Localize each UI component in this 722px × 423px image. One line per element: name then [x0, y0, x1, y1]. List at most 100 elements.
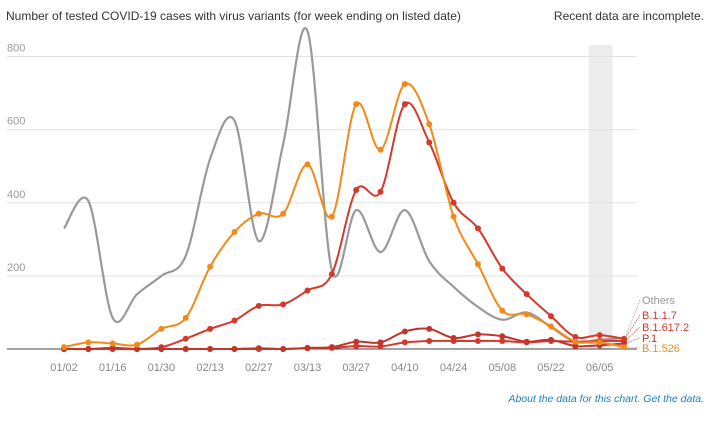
- data-point-b-1-1-7: [182, 335, 189, 342]
- data-point-b-1-1-7: [304, 287, 311, 294]
- y-tick-label: 800: [7, 43, 25, 55]
- data-point-b-1-526: [328, 213, 335, 220]
- legend-label: P.1: [642, 333, 657, 345]
- series-p-1: [61, 325, 628, 352]
- data-point-b-1-1-7: [474, 225, 481, 232]
- data-point-b-1-526: [572, 338, 579, 345]
- data-point-b-1-526: [401, 80, 408, 87]
- data-point-b-1-617-2: [474, 337, 481, 344]
- grid-lines: [7, 56, 637, 277]
- data-point-p-1: [85, 346, 92, 352]
- series-others: [63, 27, 625, 344]
- y-tick-label: 400: [7, 189, 25, 201]
- data-point-p-1: [304, 344, 311, 351]
- data-point-b-1-526: [231, 229, 238, 236]
- data-point-b-1-1-7: [207, 325, 214, 332]
- data-point-b-1-1-7: [377, 188, 384, 195]
- data-point-p-1: [426, 325, 433, 332]
- data-point-b-1-526: [499, 307, 506, 314]
- data-point-b-1-1-7: [401, 101, 408, 108]
- data-point-b-1-526: [304, 161, 311, 168]
- data-point-b-1-617-2: [499, 337, 506, 344]
- incomplete-data-band: [588, 45, 613, 349]
- series-b-1-1-7: [61, 101, 628, 352]
- legend: Others B.1.1.7B.1.617.2P.1B.1.526: [624, 295, 689, 355]
- data-point-p-1: [572, 343, 579, 350]
- data-point-b-1-526: [377, 146, 384, 153]
- data-point-p-1: [474, 331, 481, 338]
- x-tick-label: 05/22: [537, 362, 565, 374]
- footer-links: About the data for this chart. Get the d…: [508, 393, 704, 405]
- x-tick-label: 03/13: [294, 362, 322, 374]
- series-line-others: [63, 27, 625, 344]
- data-point-p-1: [207, 346, 214, 352]
- x-tick-label: 03/27: [342, 362, 370, 374]
- data-point-b-1-526: [474, 261, 481, 268]
- legend-leader-line: [624, 326, 641, 342]
- data-point-b-1-1-7: [523, 291, 530, 298]
- data-point-p-1: [109, 344, 116, 351]
- y-tick-label: 600: [7, 116, 25, 128]
- x-tick-label: 01/02: [50, 362, 78, 374]
- data-point-b-1-526: [450, 213, 457, 220]
- get-data-link[interactable]: Get the data.: [643, 393, 704, 405]
- legend-label: B.1.617.2: [642, 322, 689, 334]
- data-point-b-1-526: [109, 340, 116, 347]
- y-axis-ticks: 200 400 600 800: [7, 43, 25, 274]
- data-point-p-1: [401, 328, 408, 335]
- x-tick-label: 01/16: [99, 362, 127, 374]
- legend-label: Others: [642, 295, 676, 307]
- x-tick-label: 01/30: [148, 362, 176, 374]
- legend-leader-line: [625, 346, 641, 349]
- data-point-b-1-1-7: [596, 332, 603, 339]
- data-point-b-1-1-7: [328, 271, 335, 278]
- x-tick-label: 04/24: [440, 362, 468, 374]
- data-point-b-1-526: [523, 311, 530, 318]
- data-point-b-1-526: [207, 263, 214, 270]
- data-point-b-1-1-7: [231, 317, 238, 324]
- legend-leader-line: [624, 337, 641, 344]
- data-point-b-1-1-7: [280, 301, 287, 308]
- data-point-b-1-526: [353, 101, 360, 108]
- data-point-b-1-1-7: [572, 333, 579, 340]
- data-point-p-1: [328, 344, 335, 351]
- data-point-b-1-526: [596, 339, 603, 346]
- legend-leader-line: [624, 299, 641, 339]
- data-point-b-1-526: [548, 323, 554, 330]
- data-point-b-1-1-7: [450, 199, 457, 206]
- data-point-p-1: [134, 346, 141, 352]
- chart-title: Number of tested COVID-19 cases with vir…: [6, 9, 461, 23]
- data-point-b-1-526: [255, 210, 262, 217]
- data-point-b-1-526: [280, 210, 287, 217]
- data-point-b-1-526: [182, 314, 189, 321]
- x-tick-label: 02/13: [196, 362, 224, 374]
- legend-leader-line: [624, 314, 641, 339]
- data-point-b-1-526: [158, 325, 165, 332]
- data-point-b-1-526: [134, 341, 141, 348]
- series-line-b-1-1-7: [64, 101, 625, 351]
- data-point-b-1-526: [426, 121, 433, 128]
- data-point-p-1: [353, 338, 360, 345]
- x-axis-ticks: 01/02 01/16 01/30 02/13 02/27 03/13 03/27 04/10…: [50, 362, 613, 374]
- data-point-p-1: [450, 335, 457, 342]
- incomplete-data-note: Recent data are incomplete.: [553, 9, 704, 23]
- data-point-b-1-617-2: [426, 337, 433, 344]
- data-point-b-1-526: [621, 344, 628, 351]
- about-data-link[interactable]: About the data for this chart.: [508, 393, 641, 405]
- series-group: [61, 27, 628, 352]
- data-point-p-1: [280, 346, 287, 352]
- data-point-p-1: [377, 339, 384, 346]
- data-point-b-1-617-2: [401, 339, 408, 346]
- data-point-b-1-1-7: [353, 186, 360, 193]
- data-point-p-1: [158, 346, 165, 352]
- data-point-p-1: [499, 333, 506, 340]
- data-point-b-1-617-2: [353, 343, 360, 350]
- data-point-p-1: [548, 336, 554, 343]
- data-point-b-1-1-7: [548, 313, 554, 320]
- data-point-p-1: [255, 345, 262, 352]
- data-point-b-1-1-7: [426, 139, 433, 146]
- legend-label: B.1.526: [642, 343, 680, 355]
- data-point-b-1-526: [85, 339, 92, 346]
- data-point-p-1: [523, 338, 530, 345]
